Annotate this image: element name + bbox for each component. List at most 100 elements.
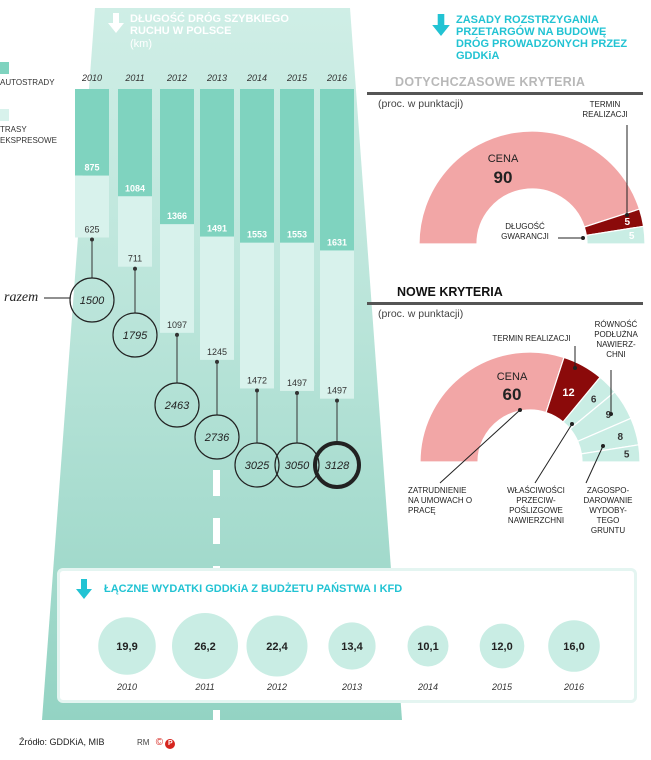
expense-year-label: 2013 — [341, 682, 362, 692]
value-label-trasy: 711 — [128, 254, 142, 264]
bar-autostrady — [75, 89, 109, 176]
slice-value-label: 5 — [629, 231, 635, 242]
expense-bubble — [479, 623, 525, 669]
leader-dot — [609, 412, 613, 416]
total-leader-dot — [335, 398, 339, 403]
total-circle — [313, 441, 361, 489]
expenses-title: ŁĄCZNE WYDATKI GDDKiA Z BUDŻETU PAŃSTWA … — [104, 583, 403, 595]
expense-year-label: 2016 — [563, 682, 584, 692]
slice-value-label: 5 — [624, 449, 630, 460]
value-label-autostrady: 1553 — [247, 230, 267, 240]
value-label-trasy: 625 — [84, 225, 99, 235]
leader-dot — [573, 366, 577, 370]
criteria-title: ZASADY ROZSTRZYGANIA PRZETARGÓW NA BUDOW… — [456, 14, 628, 62]
total-circle — [234, 442, 280, 488]
total-leader-dot — [175, 332, 179, 337]
legend-swatch-autostrady — [0, 62, 9, 74]
bar-autostrady — [320, 89, 354, 251]
copyright-icon: © — [155, 737, 164, 748]
expense-value-label: 13,4 — [341, 641, 363, 653]
center-dash — [213, 518, 220, 544]
total-label: 1795 — [123, 330, 148, 342]
total-circle — [69, 277, 115, 323]
total-circle — [154, 382, 200, 428]
total-leader-dot — [255, 388, 259, 393]
slice-name-label: CENA — [488, 153, 519, 165]
old-label-gwarancja: DŁUGOŚĆ GWARANCJI — [501, 222, 549, 241]
bar-trasy — [200, 236, 234, 360]
value-label-autostrady: 1366 — [167, 211, 187, 221]
bar-autostrady — [200, 89, 234, 237]
total-label: 3050 — [285, 460, 310, 472]
slice-value-label: 5 — [625, 217, 631, 228]
legend: AUTOSTRADY TRASY EKSPRESOWE — [0, 62, 70, 146]
value-label-trasy: 1497 — [327, 386, 347, 396]
year-label: 2011 — [124, 73, 144, 83]
old-criteria-title: DOTYCHCZASOWE KRYTERIA — [395, 75, 586, 89]
down-arrow-icon — [76, 579, 92, 604]
annotation-leaders — [439, 125, 629, 484]
total-label: 2463 — [164, 400, 190, 412]
expense-year-label: 2015 — [491, 682, 513, 692]
expense-bubble — [172, 613, 238, 679]
leader-line — [439, 409, 521, 484]
value-label-autostrady: 1084 — [125, 183, 145, 193]
total-circle — [274, 442, 320, 488]
expenses-title-block: ŁĄCZNE WYDATKI GDDKiA Z BUDŻETU PAŃSTWA … — [76, 579, 576, 599]
bar-autostrady — [280, 89, 314, 243]
expense-year-label: 2011 — [194, 682, 214, 692]
down-arrow-icon — [432, 14, 450, 41]
total-label: 3128 — [325, 460, 350, 472]
expense-bubble — [98, 617, 156, 675]
total-label: 3025 — [245, 460, 270, 472]
leader-dot — [581, 236, 585, 240]
year-label: 2014 — [246, 73, 267, 83]
slice-value-label: 9 — [606, 410, 612, 421]
new-label-termin: TERMIN REALIZACJI — [492, 334, 571, 343]
leader-line — [534, 423, 573, 484]
year-label: 2016 — [326, 73, 347, 83]
credit-initials: RM — [137, 738, 150, 747]
legend-label-autostrady: AUTOSTRADY — [0, 78, 55, 87]
total-circle — [194, 414, 240, 460]
old-label-termin: TERMIN REALIZACJI — [582, 100, 628, 119]
registered-icon: P — [165, 739, 176, 749]
leader-dot — [518, 408, 522, 412]
total-leader-dot — [90, 237, 94, 242]
expense-year-label: 2010 — [116, 682, 137, 692]
new-label-rownosc: RÓWNOŚĆ PODŁUŻNA NAWIERZ-CHNI — [594, 320, 638, 359]
value-label-trasy: 1097 — [167, 320, 187, 330]
new-label-wlasciwosci: WŁAŚCIWOŚCI PRZECIW-POŚLIZGOWE NAWIERZCH… — [507, 486, 565, 525]
value-label-autostrady: 1553 — [287, 230, 307, 240]
year-label: 2015 — [286, 73, 308, 83]
expense-value-label: 10,1 — [417, 641, 438, 653]
bar-trasy — [320, 250, 354, 399]
value-label-autostrady: 1631 — [327, 237, 347, 247]
old-criteria-donut: 5 5 CENA 90 — [418, 130, 646, 245]
expense-value-label: 22,4 — [266, 641, 288, 653]
center-dash — [213, 710, 220, 736]
bar-autostrady — [240, 89, 274, 243]
donut-slice — [418, 130, 641, 245]
footer-credit: RM © P — [137, 737, 176, 749]
slice-value-label: 60 — [503, 385, 522, 404]
total-circle — [112, 312, 158, 358]
new-criteria-sub: (proc. w punktacji) — [378, 308, 464, 320]
old-criteria-rule — [367, 92, 643, 95]
source-note: Źródło: GDDKiA, MIB — [19, 737, 105, 747]
new-criteria-rule — [367, 302, 643, 305]
leader-dot — [570, 422, 574, 426]
bar-autostrady — [160, 89, 194, 225]
year-label: 2012 — [166, 73, 187, 83]
total-label: 2736 — [204, 432, 230, 444]
road-title-block: DŁUGOŚĆ DRÓG SZYBKIEGO RUCHU W POLSCE (k… — [108, 13, 338, 50]
donut-slice — [580, 444, 641, 463]
leader-dot — [601, 444, 605, 448]
donut-slice — [585, 225, 646, 245]
leader-line — [585, 445, 604, 484]
criteria-title-block: ZASADY ROZSTRZYGANIA PRZETARGÓW NA BUDOW… — [432, 14, 647, 62]
expense-value-label: 19,9 — [116, 641, 137, 653]
